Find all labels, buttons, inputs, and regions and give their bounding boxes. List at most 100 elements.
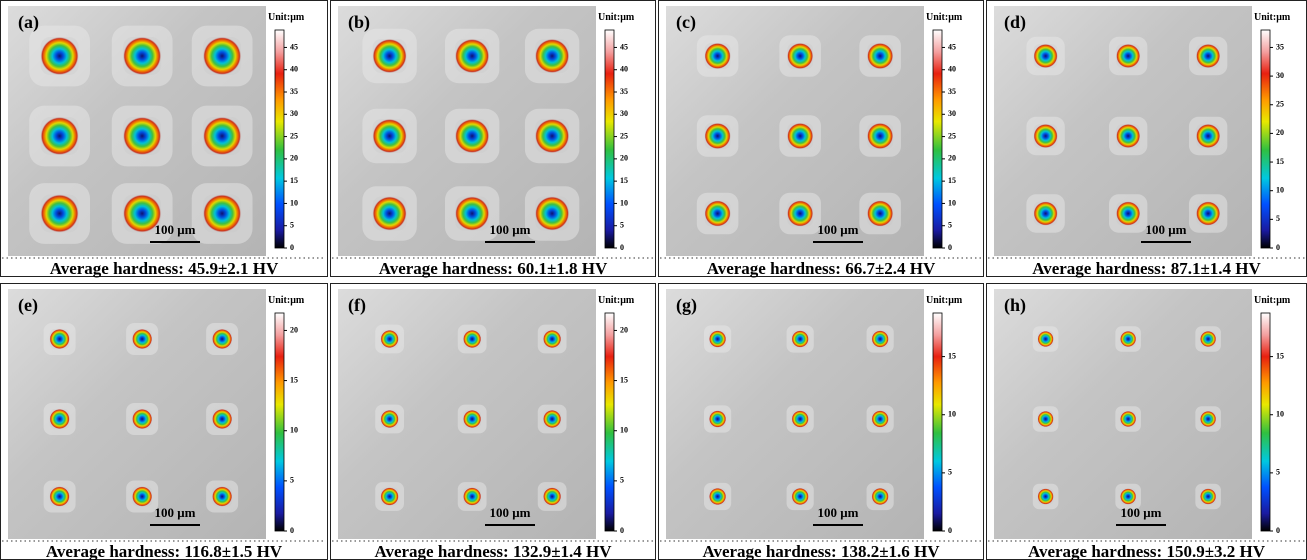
colorbar-tick-label: 30 [948, 109, 956, 118]
unit-label: Unit:μm [268, 12, 305, 23]
indent [787, 43, 814, 69]
indent [1116, 124, 1141, 148]
indent [867, 43, 894, 69]
colorbar-tick-label: 20 [620, 154, 628, 163]
colorbar-tick-label: 30 [290, 109, 298, 118]
unit-label: Unit:μm [1254, 295, 1291, 306]
panel-label: (b) [348, 12, 370, 33]
panel: (f) Unit:μm 0 5 10 15 20 100 μm Average hardness… [330, 283, 656, 560]
caption: Average hardness: 116.8±1.5 HV [46, 542, 283, 560]
indent [1116, 201, 1141, 226]
colorbar-tick-label: 5 [948, 468, 952, 477]
indent [1033, 201, 1058, 226]
indent [372, 196, 407, 231]
unit-label: Unit:μm [598, 12, 635, 23]
panel: (g) Unit:μm 0 5 10 15 100 μm Average hardness: … [658, 283, 984, 560]
unit-label: Unit:μm [1254, 12, 1291, 23]
indent [1200, 411, 1217, 427]
panel: (h) Unit:μm 0 5 10 15 100 μm Average hardness: … [986, 283, 1307, 560]
indent [372, 39, 407, 73]
colorbar-tick-label: 10 [1276, 186, 1284, 195]
indent [1037, 331, 1054, 347]
colorbar-tick-label: 15 [290, 375, 298, 384]
colorbar-tick-label: 5 [620, 221, 624, 230]
indent [1033, 44, 1058, 68]
scale-bar-label: 100 μm [490, 222, 531, 237]
colorbar-tick-label: 15 [290, 176, 298, 185]
panel: (b) Unit:μm 0 5 10 15 20 25 30 35 40 45 100 μm Averag… [330, 0, 656, 278]
indent [132, 409, 153, 429]
indent [372, 119, 407, 153]
colorbar-tick-label: 0 [948, 526, 952, 535]
panel-label: (d) [1004, 12, 1026, 33]
colorbar-tick-label: 5 [1276, 468, 1280, 477]
indent [1196, 44, 1221, 68]
colorbar-tick-label: 5 [1276, 214, 1280, 223]
colorbar-tick-label: 40 [948, 65, 956, 74]
indent [203, 194, 242, 233]
scale-bar-label: 100 μm [1121, 505, 1162, 520]
indent [380, 330, 399, 348]
indent [787, 200, 814, 227]
scale-bar-label: 100 μm [155, 505, 196, 520]
indent [123, 194, 162, 233]
unit-label: Unit:μm [268, 295, 305, 306]
colorbar-tick-label: 10 [948, 198, 956, 207]
indent [132, 486, 153, 507]
colorbar-tick-label: 40 [620, 65, 628, 74]
indent [1196, 124, 1221, 148]
colorbar-tick-label: 5 [290, 221, 294, 230]
colorbar [604, 29, 615, 249]
indent [132, 329, 153, 349]
colorbar [274, 29, 285, 249]
colorbar-tick-label: 30 [620, 109, 628, 118]
indent [1033, 124, 1058, 148]
colorbar-tick-label: 15 [620, 375, 628, 384]
indent [791, 488, 809, 505]
indent [704, 123, 731, 149]
colorbar-tick-label: 40 [290, 65, 298, 74]
panel: (c) Unit:μm 0 5 10 15 20 25 30 35 40 45 100 μm Averag… [658, 0, 984, 278]
indent [123, 117, 162, 155]
indent [380, 487, 399, 506]
indent [49, 409, 70, 429]
colorbar-tick-label: 0 [1276, 526, 1280, 535]
colorbar-tick-label: 5 [620, 476, 624, 485]
scale-bar-label: 100 μm [1146, 222, 1187, 237]
indent [535, 39, 570, 73]
colorbar [932, 312, 943, 532]
colorbar-tick-label: 20 [290, 325, 298, 334]
colorbar-tick-label: 25 [620, 131, 628, 140]
indent [709, 330, 727, 348]
panel: (d) Unit:μm 0 5 10 15 20 25 30 35 100 μm Average ha… [986, 0, 1307, 278]
indent [1120, 488, 1137, 505]
indent [455, 196, 490, 231]
colorbar-tick-label: 10 [1276, 410, 1284, 419]
indent [212, 486, 233, 507]
indent [1120, 411, 1137, 427]
indent [455, 119, 490, 153]
colorbar [1260, 312, 1271, 532]
indent [1200, 331, 1217, 347]
colorbar-tick-label: 0 [620, 243, 624, 252]
colorbar-tick-label: 0 [290, 526, 294, 535]
panel-label: (f) [348, 295, 366, 316]
indent [40, 117, 79, 155]
panel-border [330, 0, 656, 277]
scale-bar-label: 100 μm [490, 505, 531, 520]
colorbar-tick-label: 10 [620, 198, 628, 207]
indent [704, 200, 731, 227]
colorbar-tick-label: 20 [948, 154, 956, 163]
colorbar-tick-label: 0 [948, 243, 952, 252]
indent [535, 119, 570, 153]
indent [40, 37, 79, 75]
indent [709, 410, 727, 428]
unit-label: Unit:μm [926, 295, 963, 306]
colorbar-tick-label: 0 [620, 526, 624, 535]
indent [1120, 331, 1137, 347]
panel-label: (c) [676, 12, 696, 33]
indent [203, 117, 242, 155]
caption: Average hardness: 132.9±1.4 HV [374, 542, 612, 560]
colorbar-tick-label: 20 [290, 154, 298, 163]
